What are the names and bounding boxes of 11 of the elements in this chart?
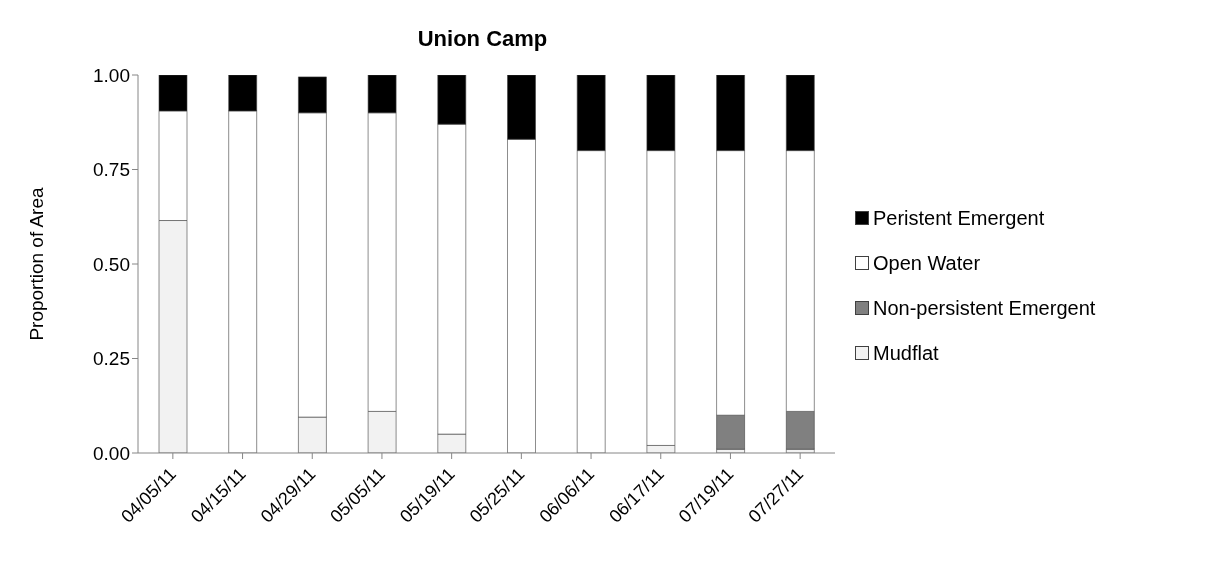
legend-label: Open Water — [873, 251, 981, 275]
chart-title: Union Camp — [416, 26, 549, 52]
y-tick-label: 0.25 — [93, 348, 130, 370]
legend-label: Mudflat — [873, 341, 939, 365]
y-tick-label: 0.75 — [93, 159, 130, 181]
y-tick-label: 0.00 — [93, 442, 130, 464]
legend-label: Peristent Emergent — [873, 206, 1045, 230]
legend-label: Non-persistent Emergent — [873, 296, 1096, 320]
y-tick-label: 0.50 — [93, 253, 130, 275]
y-axis-title: Proportion of Area — [25, 186, 47, 341]
y-tick-label: 1.00 — [93, 64, 130, 86]
